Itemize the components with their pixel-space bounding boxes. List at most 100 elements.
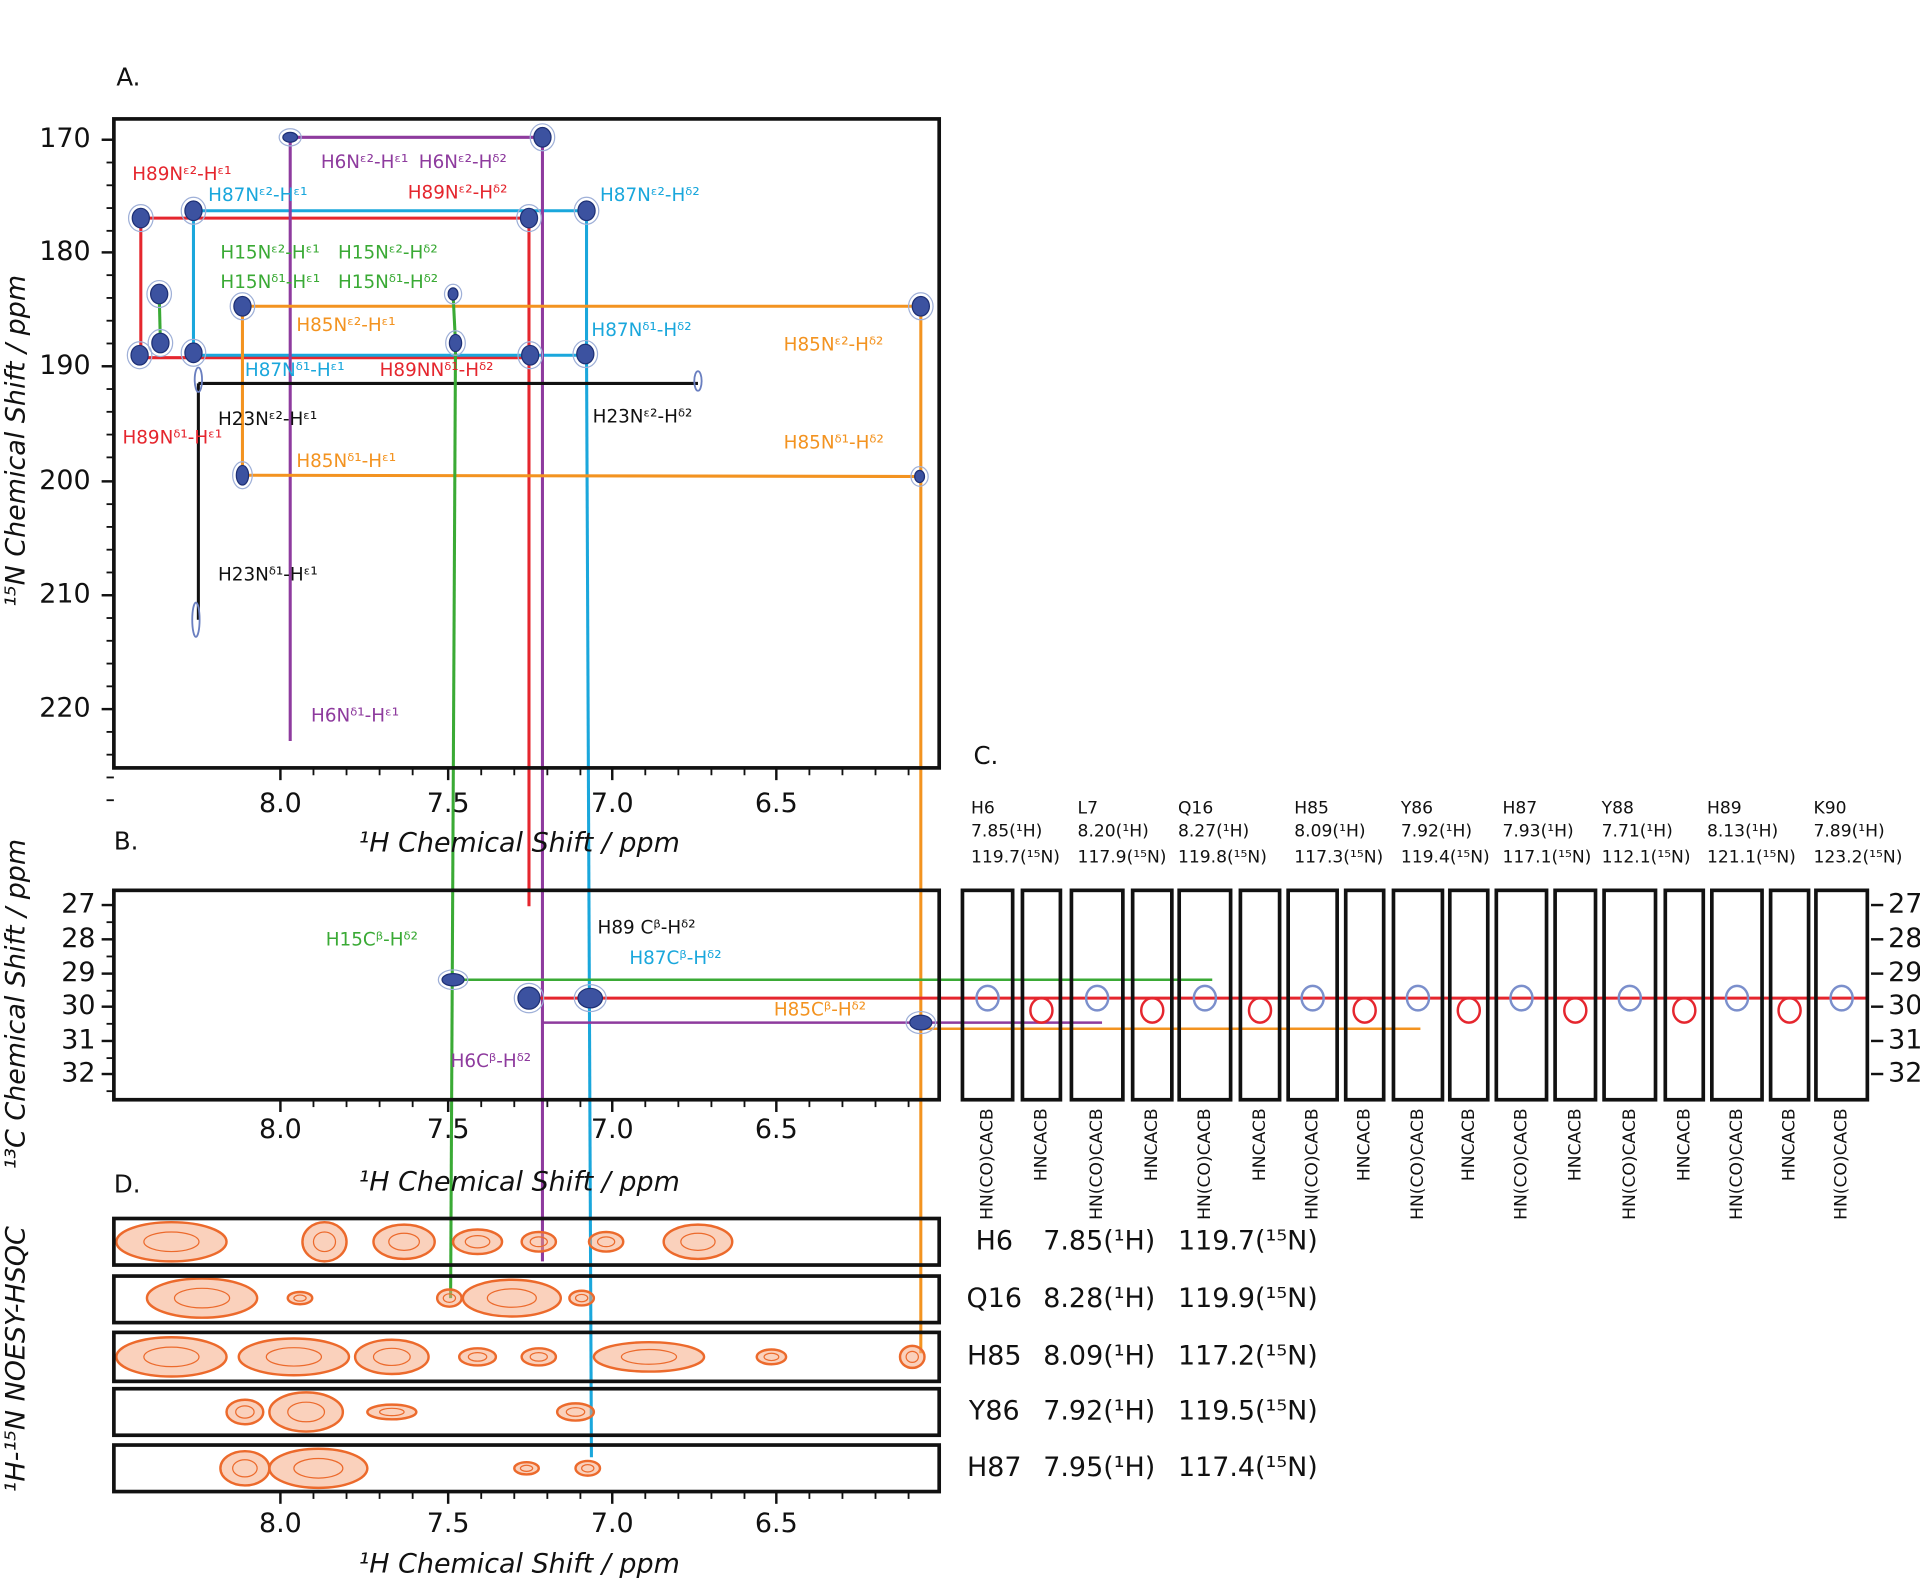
peak-annotation: H15Nᵋ²-Hᵋ¹ <box>220 243 319 264</box>
noesy-peak <box>219 1449 271 1487</box>
peak-annotation: H23Nᵟ¹-Hᵋ¹ <box>218 565 318 586</box>
noesy-peak <box>898 1344 926 1370</box>
peak-annotation: H87Cᵝ-Hᵟ² <box>629 948 721 969</box>
residue-header: 8.27(¹H) <box>1178 822 1249 842</box>
peak-annotation: H89Nᵟ¹-Hᵋ¹ <box>122 428 222 449</box>
noesy-peak <box>755 1348 788 1366</box>
peak <box>573 984 607 1013</box>
peak <box>441 973 465 987</box>
peak <box>577 200 596 222</box>
strip-peak <box>1829 984 1854 1012</box>
peak <box>147 328 174 358</box>
residue-header: Y86 <box>1400 798 1433 818</box>
noesy-row-label: 119.5(¹⁵N) <box>1178 1395 1318 1426</box>
panel-a-frame <box>112 117 942 770</box>
y-tick-label: 28 <box>61 923 95 954</box>
noesy-peak <box>555 1402 596 1422</box>
peak <box>693 370 703 392</box>
peak <box>193 366 203 393</box>
x-axis-title: ¹H Chemical Shift / ppm <box>359 1167 680 1198</box>
strip-frame <box>960 888 1015 1102</box>
y-tick-label: 30 <box>61 990 95 1021</box>
residue-header: 117.9(¹⁵N) <box>1078 847 1167 867</box>
y-tick-label: 28 <box>1888 923 1920 954</box>
noesy-row-label: H85 <box>967 1340 1022 1371</box>
noesy-peak <box>366 1403 418 1421</box>
strip-label: HN(CO)CACB <box>978 1108 998 1220</box>
strip-frame <box>1069 888 1125 1102</box>
residue-header: 8.09(¹H) <box>1294 822 1365 842</box>
strip-label: HNCACB <box>1031 1108 1051 1181</box>
noesy-peak <box>268 1391 345 1433</box>
peak <box>529 123 556 152</box>
noesy-peak <box>568 1289 596 1307</box>
peak <box>577 987 604 1009</box>
noesy-peak <box>461 1278 563 1318</box>
strip-peak <box>1405 984 1431 1012</box>
strip-frame <box>1391 888 1445 1102</box>
y-tick-label: 190 <box>39 350 90 381</box>
panel-label: D. <box>114 1169 141 1198</box>
residue-header: 8.13(¹H) <box>1707 822 1778 842</box>
peak-annotation: H85Nᵋ²-Hᵋ¹ <box>296 315 395 336</box>
noesy-peak <box>115 1220 228 1263</box>
noesy-peak <box>268 1447 369 1490</box>
peak-annotation: H6Cᵝ-Hᵟ² <box>451 1051 532 1072</box>
peak <box>914 469 926 484</box>
strip-label: HNCACB <box>1250 1108 1270 1181</box>
connector <box>585 355 593 1458</box>
noesy-peak <box>662 1223 734 1261</box>
residue-header: K90 <box>1813 798 1846 818</box>
noesy-peak <box>435 1288 463 1308</box>
x-tick-label: 8.0 <box>259 788 302 819</box>
strip-frame <box>1130 888 1174 1102</box>
strip-peak <box>1509 984 1534 1012</box>
strip-frame <box>1663 888 1706 1102</box>
strip-peak <box>1352 996 1377 1024</box>
peak <box>576 343 595 365</box>
y-tick-label: 170 <box>39 123 90 154</box>
x-tick-label: 8.0 <box>259 1508 302 1539</box>
strip-frame <box>1447 888 1490 1102</box>
x-tick-label: 6.5 <box>755 788 798 819</box>
panel-b-frame <box>112 888 942 1102</box>
residue-header: 7.85(¹H) <box>971 822 1042 842</box>
strip-frame <box>1710 888 1764 1102</box>
noesy-row-label: Y86 <box>968 1395 1020 1426</box>
peak <box>519 207 539 229</box>
strip-peak <box>1300 984 1325 1012</box>
strip-frame <box>1286 888 1339 1102</box>
residue-header: 7.92(¹H) <box>1401 822 1472 842</box>
residue-header: 121.1(¹⁵N) <box>1707 847 1796 867</box>
peak <box>232 461 253 490</box>
residue-header: 7.71(¹H) <box>1602 822 1673 842</box>
strip-label: HNCACB <box>1459 1108 1479 1181</box>
y-axis-title: ¹⁵N Chemical Shift / ppm <box>1 275 32 607</box>
residue-header: H87 <box>1502 798 1537 818</box>
x-axis-title: ¹H Chemical Shift / ppm <box>359 827 680 858</box>
strip-peak <box>1140 996 1165 1024</box>
strip-label: HN(CO)CACB <box>1620 1108 1640 1220</box>
noesy-peak <box>388 1232 420 1251</box>
peak <box>229 292 256 321</box>
strip-frame <box>1177 888 1233 1102</box>
noesy-peak <box>143 1346 200 1368</box>
residue-header: Q16 <box>1178 798 1213 818</box>
residue-header: Y88 <box>1601 798 1634 818</box>
strip-peak <box>1777 996 1802 1024</box>
noesy-peak <box>592 1340 706 1373</box>
noesy-peak <box>287 1401 326 1423</box>
noesy-strip-frame <box>112 1274 942 1325</box>
strip-peak <box>1247 996 1273 1024</box>
noesy-peak <box>519 1464 534 1472</box>
peak-annotation: H6Nᵋ²-Hᵋ¹ <box>321 152 409 173</box>
residue-header: 7.89(¹H) <box>1813 822 1884 842</box>
peak-annotation: H23Nᵋ²-Hᵟ² <box>593 407 693 428</box>
noesy-peak <box>486 1288 537 1308</box>
noesy-peak <box>620 1348 678 1365</box>
strip-peak <box>1084 984 1110 1012</box>
noesy-row-label: H87 <box>967 1452 1022 1483</box>
noesy-peak <box>442 1293 457 1303</box>
residue-header: 112.1(¹⁵N) <box>1602 847 1691 867</box>
peak-annotation: H15Nᵋ²-Hᵟ² <box>338 243 438 264</box>
